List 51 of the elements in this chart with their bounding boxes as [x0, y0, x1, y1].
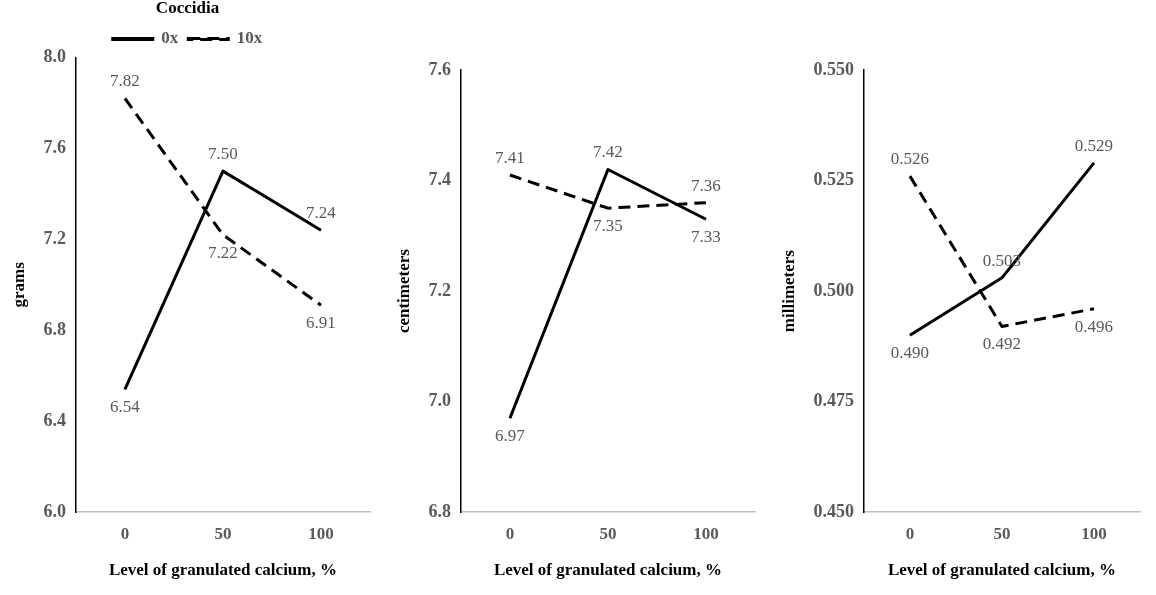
data-label: 6.97	[495, 426, 526, 446]
legend-title: Coccidia	[155, 0, 220, 17]
x-tick-label: 50	[993, 523, 1011, 543]
data-label: 0.526	[890, 149, 930, 169]
data-label: 7.24	[306, 203, 337, 223]
y-tick-label: 6.0	[43, 500, 66, 521]
y-tick-label: 7.4	[428, 169, 451, 190]
data-label: 7.35	[593, 216, 623, 236]
x-tick-label: 50	[599, 523, 617, 543]
data-label: 0.529	[1074, 135, 1114, 155]
data-label: 0.492	[982, 334, 1022, 354]
x-tick-label: 100	[693, 523, 719, 543]
data-label: 7.22	[208, 242, 238, 262]
y-tick-label: 7.6	[428, 58, 451, 79]
legend-label: 0x	[161, 28, 179, 48]
y-tick-label: 7.2	[43, 227, 66, 248]
x-axis-title: Level of granulated calcium, %	[887, 560, 1116, 580]
data-label: 7.82	[110, 71, 140, 91]
data-label: 7.41	[495, 147, 525, 167]
y-tick-label: 0.550	[813, 58, 854, 79]
y-axis-title: millimeters	[778, 249, 798, 333]
x-axis-title: Level of granulated calcium, %	[493, 560, 722, 580]
legend-label: 10x	[236, 28, 263, 48]
x-tick-label: 0	[905, 523, 915, 543]
y-tick-label: 0.475	[813, 390, 854, 411]
data-label: 0.496	[1074, 316, 1114, 336]
y-tick-label: 0.450	[813, 500, 854, 521]
y-axis-title: grams	[8, 261, 28, 308]
y-tick-label: 0.525	[813, 169, 854, 190]
y-tick-label: 6.8	[43, 318, 66, 339]
y-tick-label: 6.8	[428, 500, 451, 521]
x-tick-label: 50	[214, 523, 232, 543]
y-tick-label: 6.4	[43, 409, 66, 430]
data-label: 6.54	[110, 397, 141, 417]
data-label: 7.33	[691, 227, 721, 247]
x-tick-label: 100	[1081, 523, 1107, 543]
y-tick-label: 7.2	[428, 279, 451, 300]
y-tick-label: 7.6	[43, 137, 66, 158]
data-label: 7.36	[691, 175, 721, 195]
x-tick-label: 100	[308, 523, 334, 543]
x-tick-label: 0	[120, 523, 130, 543]
x-tick-label: 0	[505, 523, 515, 543]
y-tick-label: 0.500	[813, 279, 854, 300]
x-axis-title: Level of granulated calcium, %	[108, 560, 337, 580]
data-label: 0.490	[890, 343, 930, 363]
y-tick-label: 8.0	[43, 46, 66, 67]
data-label: 7.42	[593, 142, 623, 162]
y-axis-title: centimeters	[393, 248, 413, 334]
data-label: 7.50	[208, 144, 238, 164]
data-label: 6.91	[306, 313, 336, 333]
y-tick-label: 7.0	[428, 390, 451, 411]
